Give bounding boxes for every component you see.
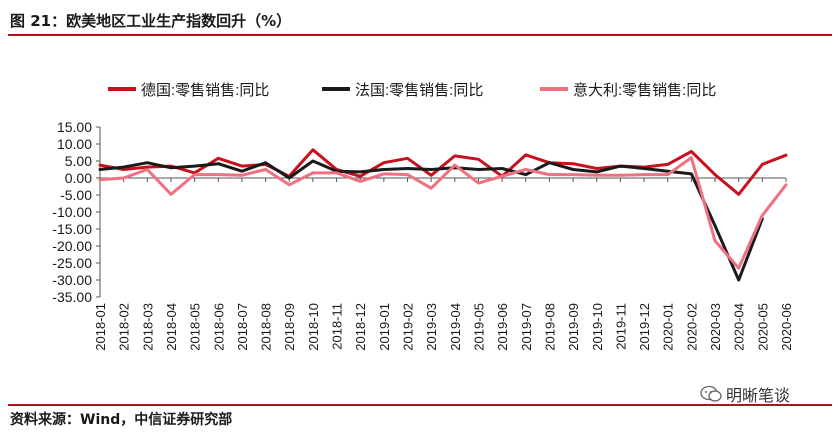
x-tick-label: 2019-11 [613, 303, 628, 350]
y-tick-label: -10.00 [52, 204, 92, 220]
x-tick-label: 2018-07 [235, 303, 250, 351]
x-tick-label: 2018-02 [117, 303, 132, 351]
x-tick-label: 2019-12 [637, 303, 652, 351]
x-tick-label: 2020-05 [755, 303, 770, 351]
y-tick-label: 10.00 [57, 136, 92, 152]
y-tick-label: -5.00 [60, 187, 92, 203]
wechat-icon [700, 385, 722, 402]
y-tick-label: 15.00 [57, 119, 92, 135]
x-tick-label: 2018-01 [93, 303, 108, 351]
x-tick-label: 2018-05 [188, 303, 203, 351]
x-tick-label: 2019-05 [471, 303, 486, 351]
figure-title: 图 21：欧美地区工业生产指数回升（%） [10, 12, 292, 30]
x-tick-label: 2018-03 [140, 303, 155, 351]
x-tick-label: 2019-04 [448, 303, 463, 351]
series-line-2 [98, 159, 764, 282]
x-tick-label: 2018-10 [306, 303, 321, 351]
watermark-text: 明晰笔谈 [726, 386, 791, 405]
watermark: 明晰笔谈 [700, 382, 790, 406]
x-tick-label: 2018-08 [259, 303, 274, 351]
x-tick-label: 2019-01 [377, 303, 392, 351]
y-tick-label: -20.00 [52, 238, 92, 254]
series-line-1 [98, 148, 788, 196]
y-tick-label: 0.00 [65, 170, 92, 186]
x-tick-label: 2019-09 [566, 303, 581, 351]
x-tick-label: 2018-11 [330, 303, 345, 350]
y-tick-label: -15.00 [52, 221, 92, 237]
title-bar: 图 21：欧美地区工业生产指数回升（%） [8, 6, 832, 36]
legend-label: 德国:零售销售:同比 [141, 81, 269, 99]
series-line-3 [98, 156, 788, 270]
x-tick-label: 2018-09 [282, 303, 297, 351]
x-tick-label: 2020-02 [684, 303, 699, 351]
x-tick-label: 2020-04 [732, 303, 747, 351]
footer-rule [8, 404, 832, 406]
y-tick-label: -25.00 [52, 255, 92, 271]
x-tick-label: 2020-01 [661, 303, 676, 351]
x-tick-label: 2018-06 [211, 303, 226, 351]
x-tick-label: 2020-03 [708, 303, 723, 351]
x-tick-label: 2019-07 [519, 303, 534, 351]
legend-label: 意大利:零售销售:同比 [573, 81, 716, 99]
x-tick-label: 2019-10 [590, 303, 605, 351]
x-tick-label: 2019-08 [542, 303, 557, 351]
x-tick-label: 2020-06 [779, 303, 794, 351]
x-tick-label: 2018-04 [164, 303, 179, 351]
y-tick-label: 5.00 [65, 153, 92, 169]
y-tick-label: -30.00 [52, 272, 92, 288]
x-tick-label: 2019-06 [495, 303, 510, 351]
source-note: 资料来源：Wind，中信证券研究部 [10, 412, 233, 428]
legend-label: 法国:零售销售:同比 [355, 82, 483, 99]
x-tick-label: 2019-03 [424, 303, 439, 351]
y-tick-label: -35.00 [52, 289, 92, 305]
x-tick-label: 2018-12 [353, 303, 368, 351]
x-tick-label: 2019-02 [401, 303, 416, 351]
